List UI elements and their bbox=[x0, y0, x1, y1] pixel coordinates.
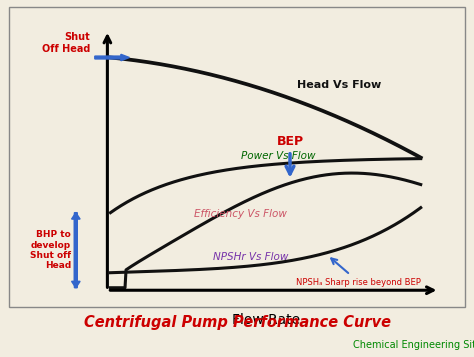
Text: BEP: BEP bbox=[276, 135, 303, 174]
Text: Chemical Engineering Site: Chemical Engineering Site bbox=[353, 340, 474, 350]
Text: NPSHr Vs Flow: NPSHr Vs Flow bbox=[213, 252, 288, 262]
Text: NPSHₐ Sharp rise beyond BEP: NPSHₐ Sharp rise beyond BEP bbox=[296, 258, 421, 287]
Text: Head Vs Flow: Head Vs Flow bbox=[297, 80, 381, 90]
Text: Flow Rate: Flow Rate bbox=[232, 313, 300, 327]
Text: Centrifugal Pump Performance Curve: Centrifugal Pump Performance Curve bbox=[83, 315, 391, 330]
Text: Shut
Off Head: Shut Off Head bbox=[42, 32, 90, 54]
Text: BHP to
develop
Shut off
Head: BHP to develop Shut off Head bbox=[30, 230, 71, 270]
Text: Power Vs Flow: Power Vs Flow bbox=[241, 151, 315, 161]
Text: Efficiency Vs Flow: Efficiency Vs Flow bbox=[194, 208, 287, 218]
